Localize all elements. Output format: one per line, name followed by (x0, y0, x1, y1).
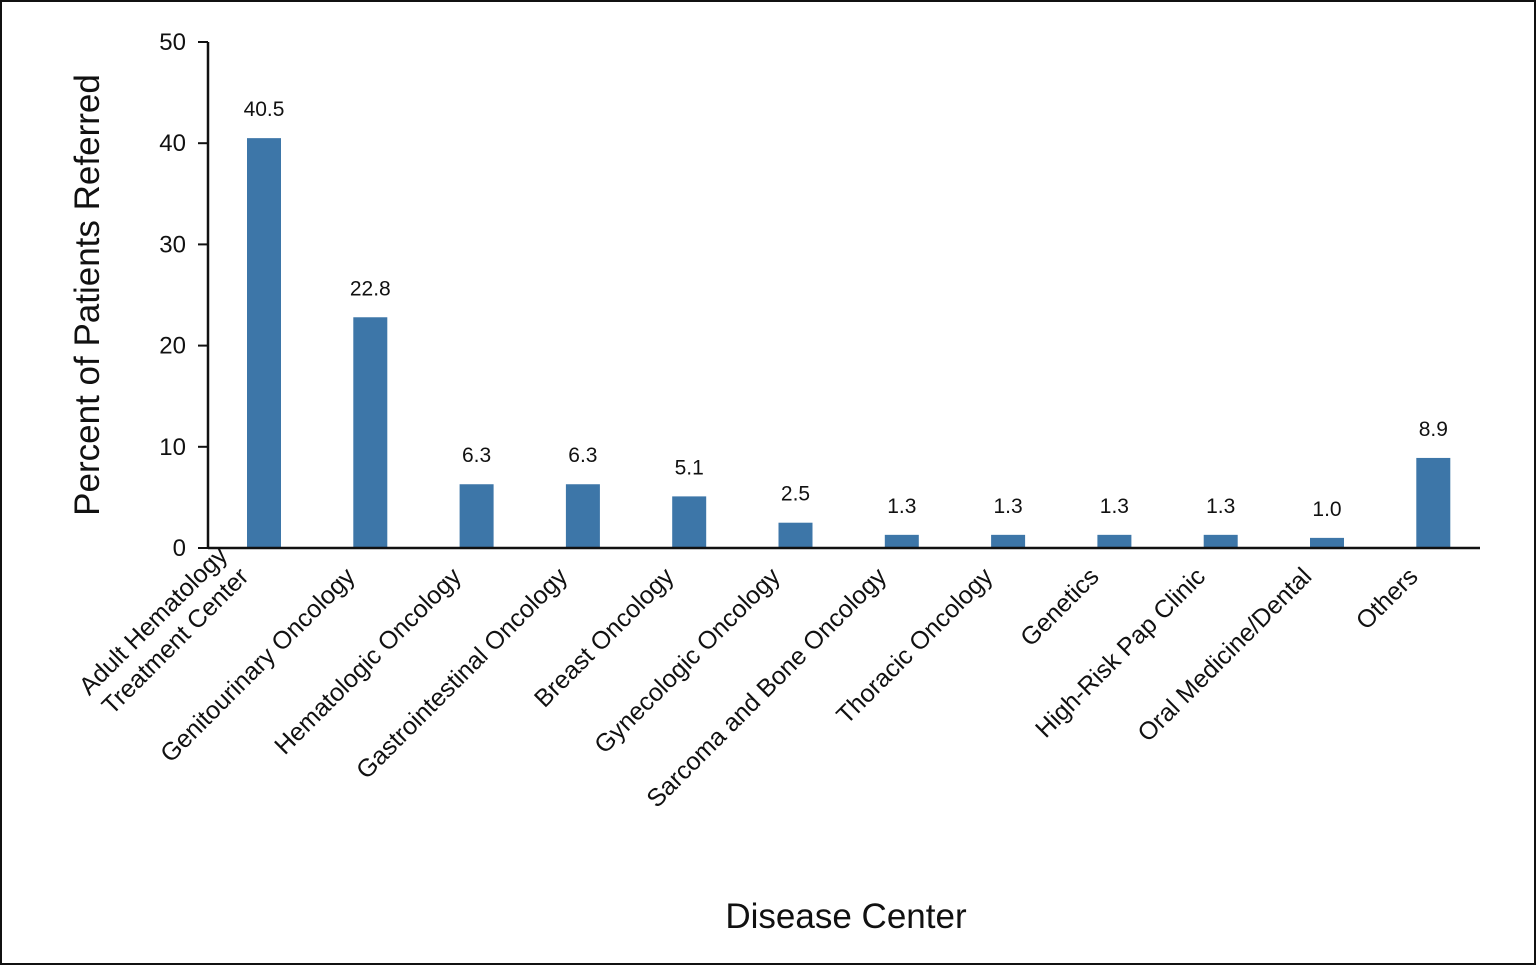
bar (565, 484, 600, 548)
x-category-label: Genetics (1015, 562, 1105, 652)
bar (1416, 457, 1451, 548)
data-label: 6.3 (568, 444, 597, 467)
x-category-label-line: Others (1351, 562, 1424, 635)
y-tick-label: 30 (159, 231, 186, 258)
data-label: 1.3 (1206, 495, 1235, 518)
y-axis: 0 10 20 30 40 50 (159, 29, 210, 562)
data-label: 1.3 (993, 495, 1022, 518)
y-axis-title: Percent of Patients Referred (68, 74, 107, 516)
y-tick-label: 20 (159, 333, 186, 360)
bar (778, 522, 813, 548)
y-tick-label: 10 (159, 434, 186, 461)
x-category-label: Hematologic Oncology (269, 562, 467, 760)
data-label: 1.3 (1100, 495, 1129, 518)
bar (1097, 534, 1132, 548)
x-category-label: Others (1351, 562, 1424, 635)
y-tick-label: 40 (159, 130, 186, 157)
x-category-label: Gastrointestinal Oncology (351, 562, 574, 785)
data-label: 6.3 (462, 444, 491, 467)
x-category-label-line: Genetics (1015, 562, 1105, 652)
y-tick-label: 0 (173, 535, 186, 562)
x-category-label-line: Gastrointestinal Oncology (351, 562, 574, 785)
x-category-label-line: Gynecologic Oncology (589, 562, 786, 759)
data-label: 2.5 (781, 483, 810, 506)
x-category-label-line: Oral Medicine/Dental (1132, 562, 1317, 747)
bar (247, 138, 281, 548)
data-label: 22.8 (350, 277, 391, 300)
x-category-label-line: Hematologic Oncology (269, 562, 467, 760)
bar (991, 534, 1026, 548)
data-label: 8.9 (1419, 418, 1448, 441)
bars-group (247, 138, 1451, 548)
bar (884, 534, 919, 548)
bar (672, 496, 707, 548)
x-category-label: Gynecologic Oncology (589, 562, 786, 759)
bar (353, 317, 388, 548)
data-label: 1.0 (1312, 498, 1341, 521)
x-axis-title: Disease Center (725, 897, 967, 936)
data-labels-group: 40.5 22.8 6.3 6.3 5.1 2.5 1.3 1.3 1.3 1.3 1.0 8.9 (244, 98, 1448, 521)
data-label: 40.5 (244, 98, 285, 121)
bar (1203, 534, 1238, 548)
y-tick-label: 50 (159, 29, 186, 56)
x-category-label: Oral Medicine/Dental (1132, 562, 1317, 747)
data-label: 1.3 (887, 495, 916, 518)
bar (1310, 537, 1344, 548)
data-label: 5.1 (675, 456, 704, 479)
bar (459, 484, 494, 548)
